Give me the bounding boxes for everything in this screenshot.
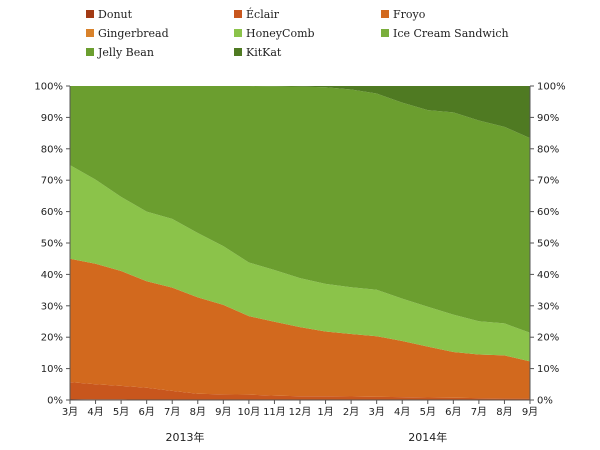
y-tick-label-right: 30% — [537, 301, 559, 312]
y-axis-left: 0% 10% 20% 30% 40% 50% 60% 70% 80% 90% 100% — [34, 82, 70, 407]
y-tick-label-right: 60% — [537, 207, 559, 218]
x-tick-label: 8月 — [190, 406, 206, 418]
x-axis: 3月 4月 5月 6月 7月 8月 9月 10月 11月 12月 1月 2月 3月 4月 5月 6月 7月 8月 9… — [62, 400, 538, 418]
x-tick-label: 5月 — [420, 406, 436, 418]
y-tick-label-right: 40% — [537, 270, 559, 281]
legend-swatch-ice-cream-sandwich — [381, 29, 389, 37]
x-tick-label: 7月 — [471, 406, 487, 418]
y-tick-label-left: 100% — [34, 82, 63, 93]
y-axis-right: 0% 10% 20% 30% 40% 50% 60% 70% 80% 90% 100% — [530, 82, 566, 407]
area-honeycomb — [70, 165, 530, 362]
y-tick-label-right: 0% — [537, 396, 553, 407]
legend-label-froyo: Froyo — [393, 8, 426, 21]
y-tick-label-left: 60% — [41, 207, 63, 218]
x-tick-label: 5月 — [113, 406, 129, 418]
x-tick-label: 6月 — [445, 406, 461, 418]
legend-label-kitkat: KitKat — [246, 46, 282, 59]
legend-label-jelly-bean: Jelly Bean — [97, 46, 154, 59]
y-tick-label-right: 80% — [537, 144, 559, 155]
legend-swatch-froyo — [381, 10, 389, 18]
y-tick-label-left: 20% — [41, 333, 63, 344]
y-tick-label-right: 50% — [537, 239, 559, 250]
area-kitkat — [70, 86, 530, 139]
x-tick-label: 6月 — [138, 406, 154, 418]
legend-label-gingerbread: Gingerbread — [98, 27, 169, 40]
legend-label-honeycomb: HoneyComb — [246, 27, 315, 40]
y-tick-label-left: 40% — [41, 270, 63, 281]
y-tick-label-right: 70% — [537, 176, 559, 187]
x-tick-label: 9月 — [215, 406, 231, 418]
x-tick-label: 11月 — [263, 406, 286, 418]
y-tick-label-right: 100% — [537, 82, 566, 93]
x-tick-label: 3月 — [62, 406, 78, 418]
legend-swatch-donut — [86, 10, 94, 18]
legend-swatch-honeycomb — [234, 29, 242, 37]
y-tick-label-left: 80% — [41, 144, 63, 155]
y-tick-label-left: 70% — [41, 176, 63, 187]
y-tick-label-left: 50% — [41, 239, 63, 250]
x-tick-label: 4月 — [87, 406, 103, 418]
legend-swatch-gingerbread — [86, 29, 94, 37]
y-tick-label-left: 10% — [41, 364, 63, 375]
area-series-group — [70, 86, 530, 400]
legend-swatch-jelly-bean — [86, 48, 94, 56]
year-labels: 2013年 2014年 — [166, 430, 448, 444]
x-tick-label: 3月 — [368, 406, 384, 418]
y-tick-label-left: 90% — [41, 113, 63, 124]
x-tick-label: 10月 — [238, 406, 261, 418]
x-tick-label: 2月 — [343, 406, 359, 418]
y-tick-label-right: 20% — [537, 333, 559, 344]
area-froyo — [70, 258, 530, 399]
y-tick-label-left: 0% — [47, 396, 63, 407]
x-tick-label: 9月 — [522, 406, 538, 418]
legend-swatch-eclair — [234, 10, 242, 18]
x-tick-label: 8月 — [496, 406, 512, 418]
area-jelly-bean — [70, 86, 530, 333]
legend: Donut Éclair Froyo Gingerbread HoneyComb Ice … — [86, 7, 509, 59]
legend-label-eclair: Éclair — [246, 7, 280, 21]
x-tick-label: 1月 — [317, 406, 333, 418]
y-tick-label-left: 30% — [41, 301, 63, 312]
year-label: 2014年 — [408, 430, 447, 444]
x-tick-label: 7月 — [164, 406, 180, 418]
x-tick-label: 4月 — [394, 406, 410, 418]
area-eclair — [70, 382, 530, 400]
y-tick-label-right: 90% — [537, 113, 559, 124]
year-label: 2013年 — [166, 430, 205, 444]
x-tick-label: 12月 — [289, 406, 312, 418]
legend-label-ice-cream-sandwich: Ice Cream Sandwich — [393, 27, 509, 40]
legend-swatch-kitkat — [234, 48, 242, 56]
y-tick-label-right: 10% — [537, 364, 559, 375]
legend-label-donut: Donut — [98, 8, 133, 21]
